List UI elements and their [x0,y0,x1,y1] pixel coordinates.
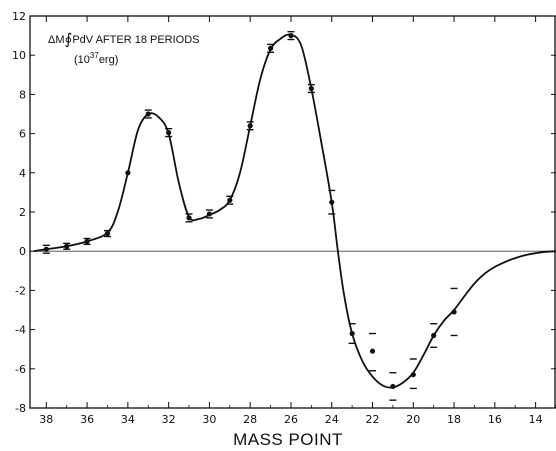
fitted-curve [33,33,556,389]
data-point-1 [64,243,70,249]
annotation-line-2: (1037erg) [74,51,118,66]
x-tick-label-1: 36 [80,413,94,426]
y-tick-label-10: 12 [12,10,26,23]
x-tick-label-12: 14 [529,413,543,426]
x-tick-label-5: 28 [243,413,257,426]
x-tick-label-11: 16 [488,413,502,426]
y-tick-label-8: 8 [19,88,26,101]
plot-frame [29,15,556,409]
data-point-18 [410,372,416,378]
data-point-11 [267,45,274,51]
y-tick-label-3: -2 [15,284,26,297]
integral-symbol: ∮ [65,31,73,48]
chart-axes [29,15,556,409]
x-tick-label-7: 24 [325,413,339,426]
y-tick-label-6: 4 [19,167,26,180]
annotation-line-1: ΔM∮PdV AFTER 18 PERIODS [48,31,200,48]
data-point-5 [145,111,151,117]
data-points [43,33,457,390]
x-tick-label-10: 18 [447,413,461,426]
data-point-17 [390,383,396,390]
annotation: ΔM∮PdV AFTER 18 PERIODS (1037erg) [48,31,200,66]
data-point-20 [451,309,457,315]
data-point-6 [166,130,172,136]
x-tick-label-8: 22 [366,413,380,426]
data-point-16 [369,348,376,354]
data-point-3 [104,230,111,237]
data-point-0 [43,246,49,252]
y-tick-label-2: -4 [15,324,26,337]
data-point-10 [247,123,253,129]
data-point-7 [186,215,192,221]
y-tick-label-0: -8 [15,402,26,415]
x-tick-label-2: 34 [121,413,135,426]
data-point-19 [431,332,437,339]
x-tick-label-3: 32 [162,413,176,426]
data-point-12 [288,33,294,39]
x-tick-label-0: 38 [39,413,53,426]
y-tick-label-5: 2 [19,206,26,219]
curve-path [33,33,556,389]
data-point-2 [84,238,90,244]
data-point-9 [227,197,233,203]
data-point-4 [125,170,131,176]
y-axis-ticks: -8 -6 -4 -2 0 2 4 6 8 10 12 [12,10,556,415]
data-point-15 [349,330,355,337]
x-axis-title: MASS POINT [233,430,343,449]
data-point-13 [308,85,314,92]
y-tick-label-9: 10 [12,49,26,62]
y-tick-label-1: -6 [15,363,26,376]
error-marks [42,30,458,401]
data-point-14 [329,199,335,205]
y-tick-label-7: 6 [19,128,26,141]
x-tick-label-4: 30 [202,413,216,426]
data-point-8 [206,211,213,217]
x-axis-ticks: 38 36 34 32 30 28 26 24 22 20 18 16 14 [39,16,556,426]
y-tick-label-4: 0 [19,245,26,258]
x-tick-label-6: 26 [284,413,298,426]
x-tick-label-9: 20 [406,413,420,426]
